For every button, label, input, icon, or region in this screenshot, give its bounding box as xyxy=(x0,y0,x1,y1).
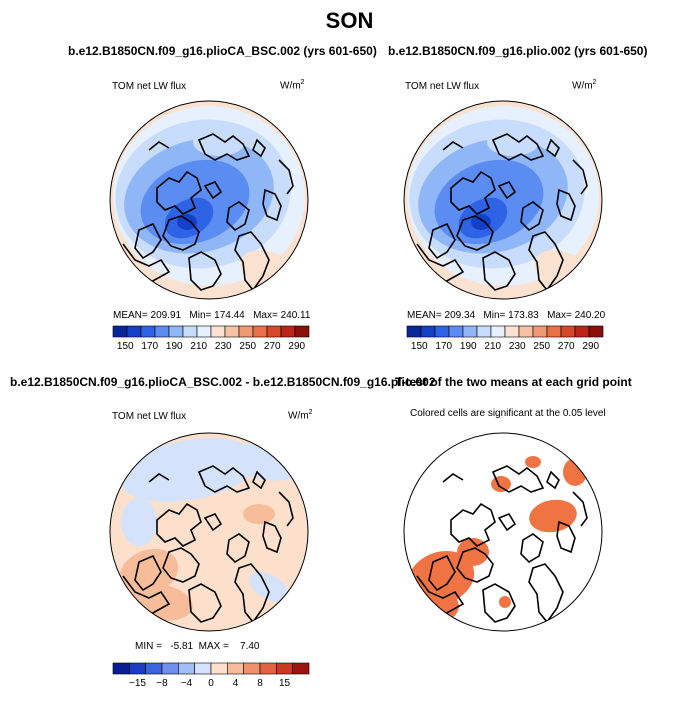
colorbar-tick-label: 190 xyxy=(166,341,183,352)
colorbar-swatch xyxy=(276,662,293,675)
colorbar-tick-label: 8 xyxy=(257,678,263,689)
panel-2-stats: MEAN= 209.34 Min= 173.83 Max= 240.20 xyxy=(407,310,606,321)
panel-2-map xyxy=(404,101,602,299)
colorbar-swatch xyxy=(560,325,576,338)
panel-3-map xyxy=(110,433,308,631)
colorbar-swatch xyxy=(182,325,198,338)
colorbar-tick-label: 270 xyxy=(558,341,575,352)
panel-2-variable-label: TOM net LW flux xyxy=(405,81,480,92)
panel-3-colorbar: −15 −8 −4 0 4 8 15 xyxy=(112,662,310,689)
panel-3-variable-label: TOM net LW flux xyxy=(112,411,187,422)
panel-3-title: b.e12.B1850CN.f09_g16.plioCA_BSC.002 - b… xyxy=(10,375,436,389)
panel-4-subtitle: Colored cells are significant at the 0.0… xyxy=(410,408,606,419)
colorbar-swatch xyxy=(462,325,478,338)
colorbar-tick-label: 150 xyxy=(117,341,134,352)
colorbar-swatch xyxy=(210,662,228,675)
colorbar-swatch xyxy=(145,662,163,675)
colorbar-swatch xyxy=(259,662,277,675)
panel-1-colorbar: 150 170 190 210 230 250 270 290 xyxy=(112,325,310,352)
panel-4-title: T-test of the two means at each grid poi… xyxy=(395,375,632,389)
colorbar-swatch xyxy=(196,325,212,338)
colorbar-swatch xyxy=(518,325,534,338)
panel-1-title: b.e12.B1850CN.f09_g16.plioCA_BSC.002 (yr… xyxy=(68,44,377,58)
panel-4-map xyxy=(404,433,602,631)
colorbar-swatch xyxy=(243,662,261,675)
colorbar-tick-label: 210 xyxy=(190,341,207,352)
colorbar-tick-label: 170 xyxy=(435,341,452,352)
colorbar-swatch xyxy=(504,325,520,338)
colorbar-swatch xyxy=(490,325,506,338)
panel-1-variable-label: TOM net LW flux xyxy=(112,81,187,92)
colorbar-swatch xyxy=(588,325,604,338)
colorbar-swatch xyxy=(420,325,436,338)
colorbar-tick-label: 150 xyxy=(411,341,428,352)
colorbar-swatch xyxy=(154,325,170,338)
colorbar-swatch xyxy=(434,325,450,338)
colorbar-swatch xyxy=(574,325,590,338)
panel-2-units: W/m2 xyxy=(572,79,597,92)
colorbar-tick-label: 230 xyxy=(215,341,232,352)
colorbar-swatch xyxy=(140,325,156,338)
colorbar-tick-label: 250 xyxy=(533,341,550,352)
colorbar-swatch xyxy=(126,325,142,338)
panel-3-stats: MIN = -5.81 MAX = 7.40 xyxy=(135,641,260,652)
colorbar-swatch xyxy=(227,662,244,675)
colorbar-swatch xyxy=(129,662,146,675)
colorbar-tick-label: 190 xyxy=(460,341,477,352)
colorbar-swatch xyxy=(168,325,184,338)
colorbar-swatch xyxy=(252,325,268,338)
colorbar-swatch xyxy=(406,325,422,338)
colorbar-swatch xyxy=(294,325,310,338)
panel-1-map xyxy=(110,101,308,299)
colorbar-swatch xyxy=(546,325,562,338)
colorbar-swatch xyxy=(448,325,464,338)
colorbar-swatch xyxy=(178,662,195,675)
colorbar-swatch xyxy=(161,662,179,675)
colorbar-tick-label: −15 xyxy=(129,678,146,689)
colorbar-swatch xyxy=(210,325,226,338)
colorbar-tick-label: −8 xyxy=(156,678,168,689)
panel-2-colorbar: 150 170 190 210 230 250 270 290 xyxy=(406,325,604,352)
colorbar-tick-label: 230 xyxy=(509,341,526,352)
colorbar-swatch xyxy=(532,325,548,338)
colorbar-tick-label: 4 xyxy=(233,678,239,689)
colorbar-swatch xyxy=(224,325,240,338)
colorbar-tick-label: 290 xyxy=(288,341,305,352)
colorbar-tick-label: 290 xyxy=(582,341,599,352)
colorbar-tick-label: 210 xyxy=(484,341,501,352)
colorbar-swatch xyxy=(292,662,310,675)
colorbar-swatch xyxy=(112,325,128,338)
colorbar-tick-label: 270 xyxy=(264,341,281,352)
colorbar-tick-label: −4 xyxy=(181,678,193,689)
colorbar-tick-label: 170 xyxy=(141,341,158,352)
colorbar-swatch xyxy=(266,325,282,338)
colorbar-tick-label: 250 xyxy=(239,341,256,352)
colorbar-swatch xyxy=(112,662,130,675)
panel-2-title: b.e12.B1850CN.f09_g16.plio.002 (yrs 601-… xyxy=(388,44,648,58)
panel-1-stats: MEAN= 209.91 Min= 174.44 Max= 240.11 xyxy=(113,310,311,321)
figure-title: SON xyxy=(325,8,374,33)
panel-1-units: W/m2 xyxy=(280,79,305,92)
colorbar-swatch xyxy=(238,325,254,338)
colorbar-tick-label: 15 xyxy=(279,678,291,689)
colorbar-swatch xyxy=(280,325,296,338)
colorbar-swatch xyxy=(476,325,492,338)
colorbar-swatch xyxy=(194,662,212,675)
panel-3-units: W/m2 xyxy=(288,409,313,422)
colorbar-tick-label: 0 xyxy=(208,678,214,689)
